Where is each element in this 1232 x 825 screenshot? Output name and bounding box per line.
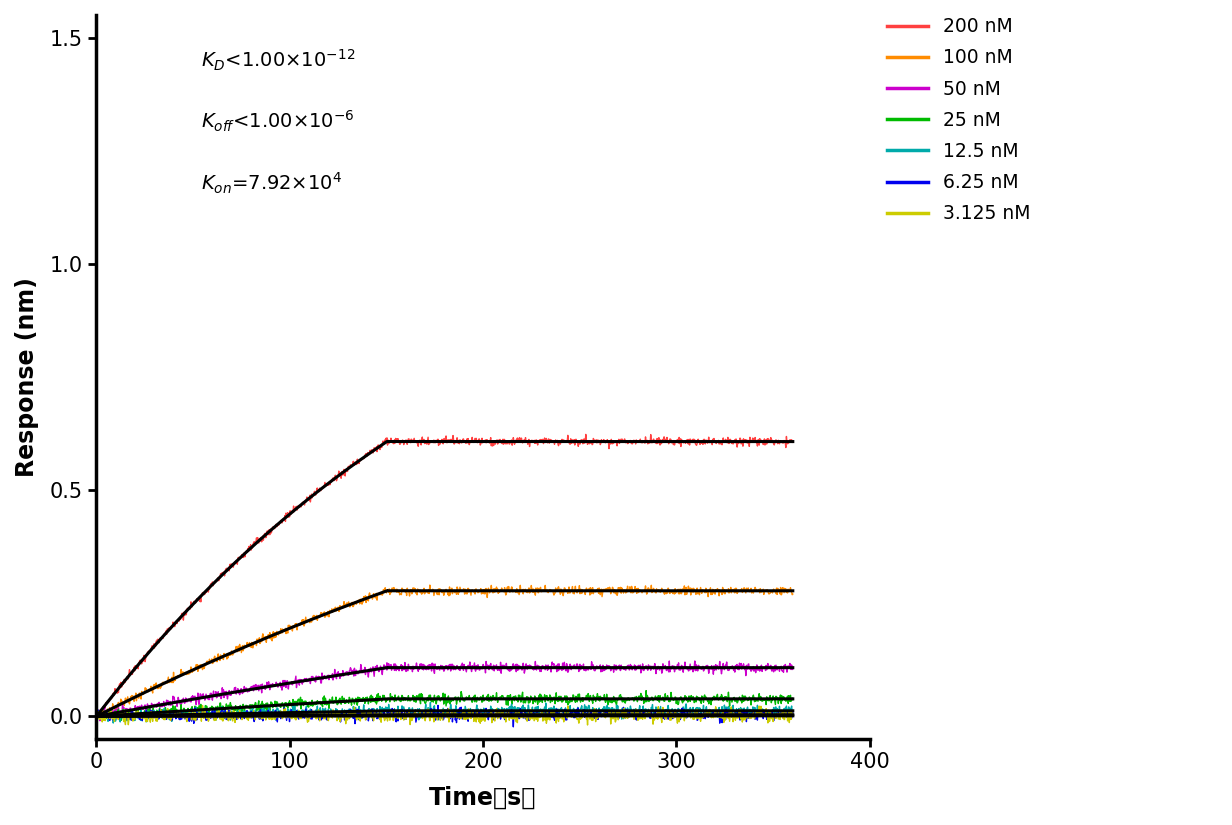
Legend: 200 nM, 100 nM, 50 nM, 25 nM, 12.5 nM, 6.25 nM, 3.125 nM: 200 nM, 100 nM, 50 nM, 25 nM, 12.5 nM, 6… [887, 17, 1030, 224]
Text: $K_{on}$=7.92×10$^{4}$: $K_{on}$=7.92×10$^{4}$ [201, 171, 341, 196]
Text: $K_{off}$<1.00×10$^{-6}$: $K_{off}$<1.00×10$^{-6}$ [201, 109, 355, 134]
Text: $K_D$<1.00×10$^{-12}$: $K_D$<1.00×10$^{-12}$ [201, 48, 355, 73]
X-axis label: Time（s）: Time（s） [429, 786, 537, 810]
Y-axis label: Response (nm): Response (nm) [15, 277, 39, 477]
